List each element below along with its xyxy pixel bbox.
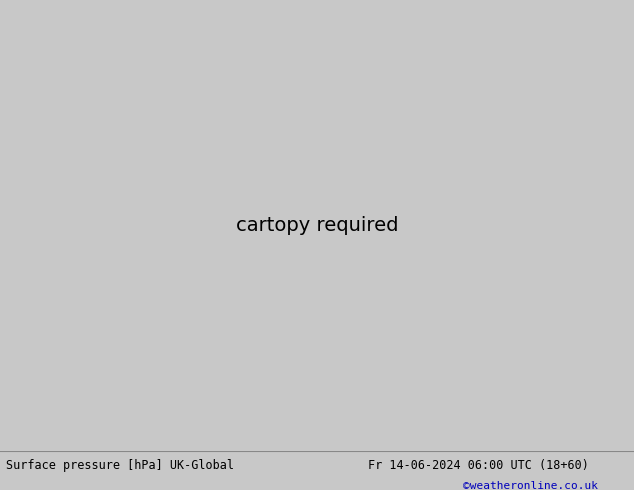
Text: cartopy required: cartopy required (236, 216, 398, 235)
Text: Surface pressure [hPa] UK-Global: Surface pressure [hPa] UK-Global (6, 459, 235, 472)
Text: Fr 14-06-2024 06:00 UTC (18+60): Fr 14-06-2024 06:00 UTC (18+60) (368, 459, 588, 472)
Text: ©weatheronline.co.uk: ©weatheronline.co.uk (463, 481, 598, 490)
